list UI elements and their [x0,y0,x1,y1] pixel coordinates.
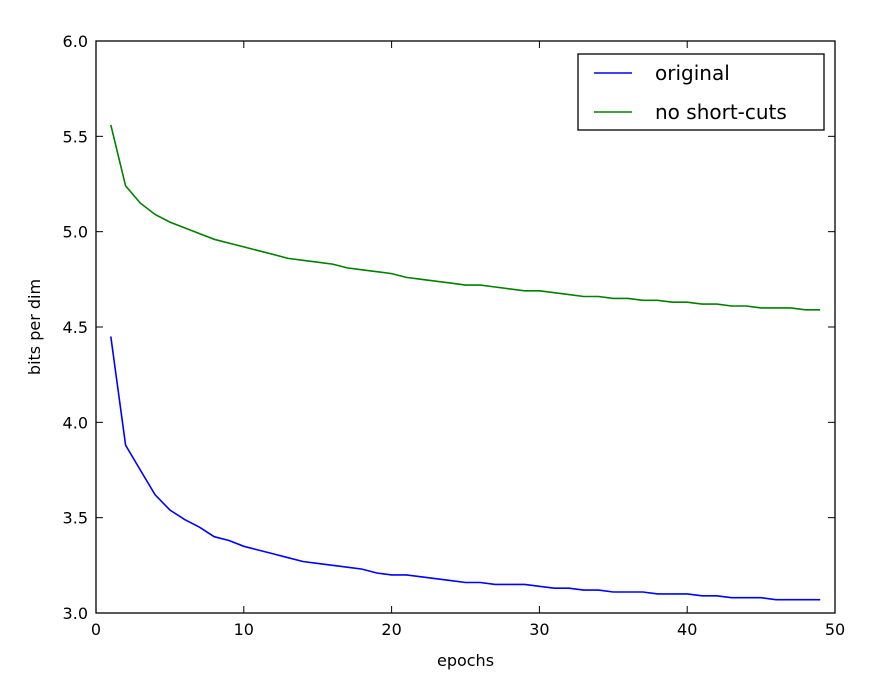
y-tick-label: 6.0 [63,32,88,51]
x-tick-label: 50 [825,620,845,639]
y-tick-label: 4.5 [63,318,88,337]
series-line-no-short-cuts [110,124,821,311]
x-tick-label: 20 [381,620,401,639]
x-tick-label: 30 [529,620,549,639]
x-axis-label: epochs [437,651,494,670]
y-tick-label: 4.0 [63,413,88,432]
legend-label-no-short-cuts: no short-cuts [655,100,787,124]
legend: original no short-cuts [577,53,825,131]
y-tick-label: 5.5 [63,127,88,146]
y-tick-label: 3.5 [63,509,88,528]
x-tick-label: 0 [91,620,101,639]
x-tick-label: 10 [234,620,254,639]
ticks-layer: 0 10 20 30 40 50 3.0 3.5 4.0 4.5 5.0 5.5 6.0 [63,32,846,639]
y-tick-label: 3.0 [63,604,88,623]
x-tick-label: 40 [677,620,697,639]
y-axis-label: bits per dim [25,279,44,375]
legend-label-original: original [655,61,730,85]
legend-box [577,53,825,131]
series-layer [110,124,821,601]
series-line-original [110,336,821,601]
y-tick-label: 5.0 [63,223,88,242]
